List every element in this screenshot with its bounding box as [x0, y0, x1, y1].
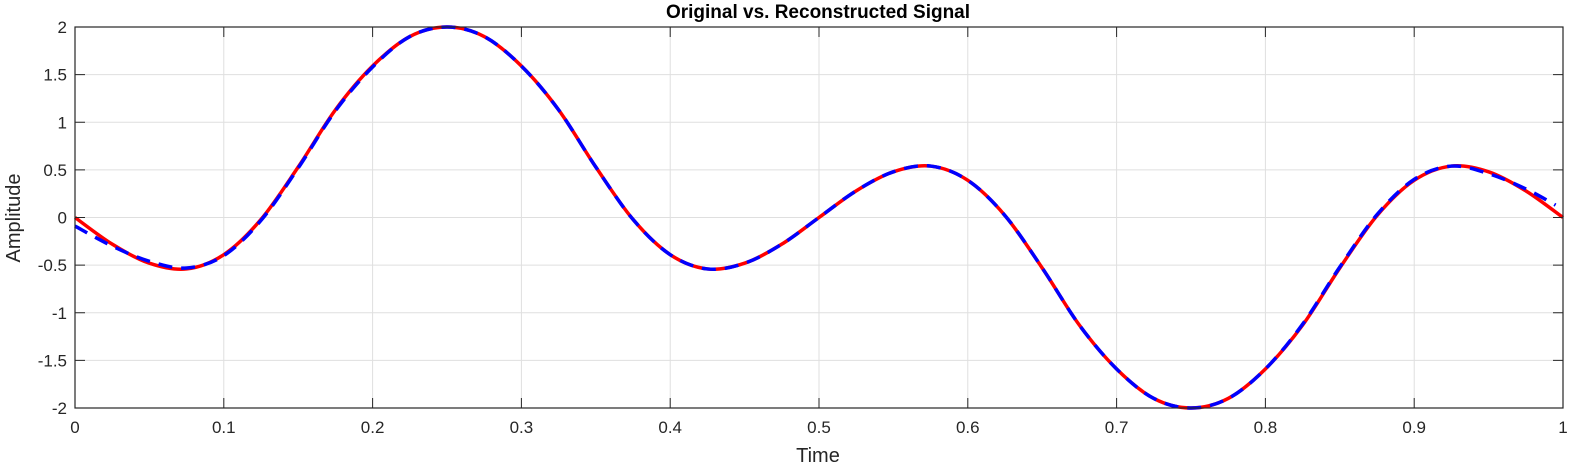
y-tick-label: 1.5 — [43, 66, 67, 85]
y-tick-label: 2 — [58, 18, 67, 37]
x-tick-label: 0.6 — [956, 418, 980, 437]
x-tick-label: 0.4 — [658, 418, 682, 437]
x-tick-label: 0.1 — [212, 418, 236, 437]
chart-title: Original vs. Reconstructed Signal — [666, 2, 970, 23]
x-tick-label: 0.7 — [1105, 418, 1129, 437]
x-tick-label: 0.8 — [1254, 418, 1278, 437]
y-axis-label: Amplitude — [3, 174, 25, 263]
y-tick-label: 0 — [58, 209, 67, 228]
x-tick-label: 0 — [70, 418, 79, 437]
x-tick-label: 0.5 — [807, 418, 831, 437]
x-tick-label: 0.2 — [361, 418, 385, 437]
y-tick-label: 0.5 — [43, 161, 67, 180]
x-tick-label: 1 — [1558, 418, 1567, 437]
tick-labels: 0 0.1 0.2 0.3 0.4 0.5 0.6 0.7 0.8 0.9 1 2 1.5 1 0.5 0 -0… — [38, 18, 1568, 437]
dashed-series-line — [74, 25, 1557, 410]
ticks — [74, 26, 1564, 409]
y-tick-label: -0.5 — [38, 256, 67, 275]
x-tick-label: 0.9 — [1402, 418, 1426, 437]
y-tick-label: -2 — [52, 399, 67, 418]
x-tick-label: 0.3 — [510, 418, 534, 437]
y-tick-label: 1 — [58, 113, 67, 132]
series-layer — [73, 25, 1565, 410]
y-tick-label: -1 — [52, 304, 67, 323]
y-tick-label: -1.5 — [38, 351, 67, 370]
x-axis-label: Time — [796, 445, 840, 467]
